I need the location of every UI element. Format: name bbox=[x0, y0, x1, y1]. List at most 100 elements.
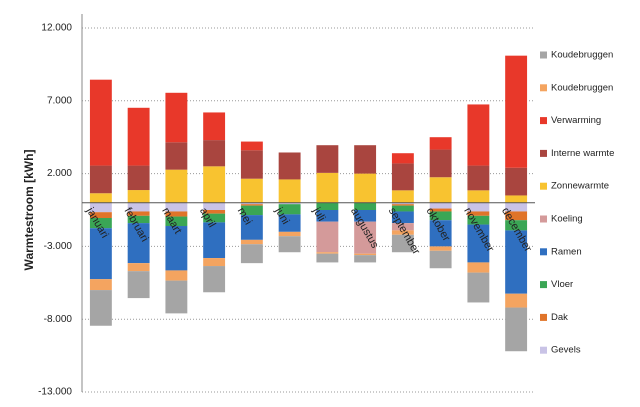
bar-segment bbox=[278, 202, 301, 205]
bar-segment bbox=[354, 202, 377, 210]
bar-segment bbox=[391, 190, 414, 203]
bar-segment bbox=[127, 165, 150, 191]
bar-segment bbox=[429, 211, 452, 221]
bar-segment bbox=[316, 253, 339, 263]
bar-segment bbox=[240, 204, 263, 206]
bar-segment bbox=[165, 169, 188, 203]
bar-segment bbox=[391, 223, 414, 231]
y-tick-label: 2.000 bbox=[47, 168, 72, 179]
bar-segment bbox=[391, 211, 414, 224]
legend-label: Dak bbox=[551, 312, 568, 323]
legend-label: Koudebruggen bbox=[551, 82, 613, 93]
legend-label: Zonnewarmte bbox=[551, 181, 609, 192]
bar-segment bbox=[165, 92, 188, 143]
bar-segment bbox=[203, 112, 226, 141]
legend-swatch bbox=[540, 346, 547, 354]
bar-segment bbox=[391, 230, 414, 235]
bar-segment bbox=[127, 215, 150, 224]
bar-segment bbox=[316, 252, 339, 254]
legend-swatch bbox=[540, 149, 547, 157]
bar-segment bbox=[354, 173, 377, 203]
bar-segment bbox=[240, 205, 263, 216]
bar-segment bbox=[203, 222, 226, 259]
legend-swatch bbox=[540, 182, 547, 190]
bar-segment bbox=[505, 195, 528, 203]
bar-segment bbox=[165, 142, 188, 170]
bar-segment bbox=[165, 202, 188, 212]
y-tick-label: 12.000 bbox=[41, 23, 72, 34]
bar-segment bbox=[127, 190, 150, 203]
bar-segment bbox=[467, 211, 490, 216]
bar-segment bbox=[467, 262, 490, 273]
bar-segment bbox=[89, 202, 112, 213]
bar-segment bbox=[127, 263, 150, 272]
bar-segment bbox=[391, 204, 414, 206]
bar-segment bbox=[429, 149, 452, 178]
y-tick-label: -8.000 bbox=[44, 314, 73, 325]
bar-segment bbox=[354, 221, 377, 254]
bar-segment bbox=[467, 215, 490, 225]
bar-segment bbox=[467, 104, 490, 166]
bar-segment bbox=[89, 165, 112, 194]
bar-segment bbox=[278, 236, 301, 253]
legend-swatch bbox=[540, 248, 547, 256]
bar-segment bbox=[240, 141, 263, 151]
legend-label: Koudebruggen bbox=[551, 50, 613, 61]
bar-segment bbox=[354, 255, 377, 263]
bar-segment bbox=[203, 210, 226, 214]
bar-segment bbox=[391, 153, 414, 164]
bar-segment bbox=[89, 193, 112, 203]
bar-segment bbox=[505, 202, 528, 212]
bar-segment bbox=[505, 211, 528, 221]
y-tick-label: -3.000 bbox=[44, 241, 73, 252]
bar-segment bbox=[203, 140, 226, 167]
bar-segment bbox=[278, 214, 301, 232]
bar-segment bbox=[127, 271, 150, 299]
bar-segment bbox=[165, 280, 188, 314]
legend-label: Gevels bbox=[551, 345, 581, 356]
bar-segment bbox=[316, 145, 339, 173]
bar-segment bbox=[316, 210, 339, 222]
bar-segment bbox=[429, 202, 452, 209]
bar-segment bbox=[278, 231, 301, 237]
bar-segment bbox=[240, 215, 263, 240]
bar-segment bbox=[165, 216, 188, 227]
bar-segment bbox=[165, 226, 188, 271]
bar-segment bbox=[127, 202, 150, 212]
bar-segment bbox=[165, 211, 188, 217]
bar-segment bbox=[203, 213, 226, 223]
bar-segment bbox=[278, 152, 301, 180]
bar-segment bbox=[354, 145, 377, 174]
bar-segment bbox=[127, 107, 150, 166]
bar-segment bbox=[203, 266, 226, 293]
bar-segment bbox=[429, 220, 452, 247]
bar-segment bbox=[89, 228, 112, 280]
bar-segment bbox=[203, 258, 226, 267]
bar-segment bbox=[354, 253, 377, 256]
legend-label: Interne warmte bbox=[551, 148, 614, 159]
bar-segment bbox=[467, 190, 490, 203]
bar-segment bbox=[240, 178, 263, 203]
bar-segment bbox=[127, 223, 150, 264]
bar-segment bbox=[467, 202, 490, 212]
bar-segment bbox=[429, 208, 452, 212]
bar-segment bbox=[505, 293, 528, 308]
bar-segment bbox=[316, 221, 339, 253]
legend-swatch bbox=[540, 117, 547, 125]
bar-segment bbox=[165, 270, 188, 281]
y-tick-label: 7.000 bbox=[47, 95, 72, 106]
legend-label: Koeling bbox=[551, 214, 583, 225]
legend-label: Ramen bbox=[551, 246, 582, 257]
bar-segment bbox=[240, 244, 263, 264]
bar-segment bbox=[203, 166, 226, 203]
bar-segment bbox=[391, 163, 414, 191]
bar-segment bbox=[240, 239, 263, 245]
bar-segment bbox=[89, 79, 112, 166]
bar-segment bbox=[278, 204, 301, 215]
bar-segment bbox=[391, 234, 414, 253]
bar-segment bbox=[316, 172, 339, 203]
legend-swatch bbox=[540, 51, 547, 59]
legend-swatch bbox=[540, 215, 547, 223]
bar-segment bbox=[429, 137, 452, 150]
